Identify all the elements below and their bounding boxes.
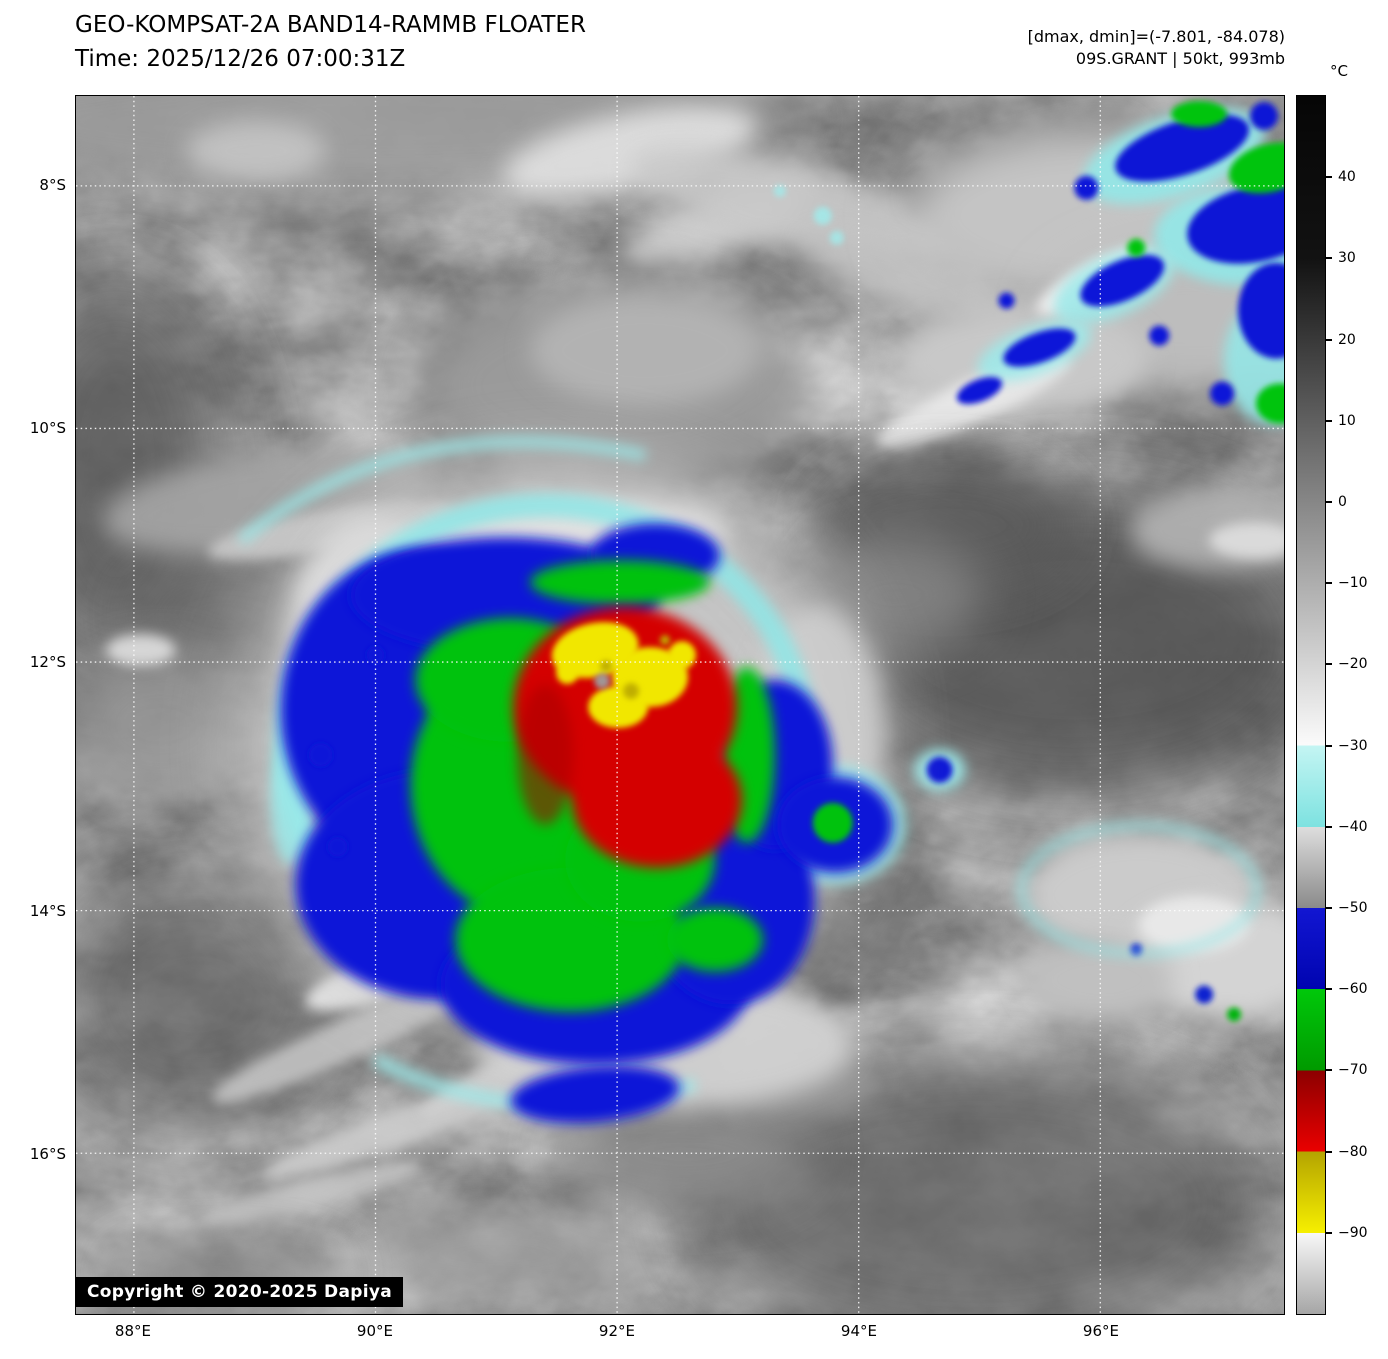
colorbar-tick-mark	[1325, 744, 1332, 747]
colorbar-tick-label: −50	[1338, 900, 1368, 916]
colorbar-tick-mark	[1325, 257, 1332, 260]
gridlines	[76, 96, 1284, 1314]
lat-tick-label: 12°S	[29, 653, 66, 672]
colorbar-tick-label: −10	[1338, 575, 1368, 592]
colorbar-tick-mark	[1325, 419, 1332, 422]
colorbar-tick-label: 20	[1338, 331, 1356, 348]
colorbar-tick-mark	[1325, 663, 1332, 666]
storm-info-readout: 09S.GRANT | 50kt, 993mb	[1075, 49, 1285, 68]
colorbar-tick-label: 0	[1338, 494, 1347, 510]
colorbar: 40 30 20 10 0 −10 −20 −30 −40 −50 −60 −70 −80 −90	[1296, 95, 1368, 1315]
colorbar-tick-label: −30	[1338, 737, 1368, 754]
lat-tick-label: 16°S	[29, 1144, 66, 1163]
colorbar-tick-label: −70	[1338, 1062, 1368, 1079]
colorbar-tick-mark	[1325, 501, 1332, 503]
lon-tick-label: 92°E	[598, 1322, 635, 1340]
colorbar-tick-mark	[1325, 176, 1332, 179]
colorbar-tick-label: 40	[1338, 169, 1356, 186]
lat-tick-label: 14°S	[29, 902, 66, 921]
upper-right-cold-cloud-complex	[773, 100, 1284, 426]
colorbar-tick-mark	[1325, 988, 1332, 991]
product-timestamp: Time: 2025/12/26 07:00:31Z	[75, 46, 406, 72]
colorbar-gradient	[1297, 96, 1325, 1314]
colorbar-ticks: 40 30 20 10 0 −10 −20 −30 −40 −50 −60 −70 −80 −90	[1297, 96, 1368, 1314]
lon-tick-label: 90°E	[356, 1322, 393, 1340]
lon-tick-label: 94°E	[840, 1322, 877, 1340]
colorbar-tick-mark	[1325, 1231, 1332, 1234]
colorbar-tick-mark	[1325, 582, 1332, 585]
colorbar-tick-label: 30	[1338, 250, 1356, 267]
colorbar-tick-label: −90	[1338, 1224, 1368, 1241]
isolated-cold-spot	[913, 748, 1261, 1022]
colorbar-tick-label: −80	[1338, 1143, 1368, 1160]
satellite-map: Copyright © 2020-2025 Dapiya	[75, 95, 1285, 1315]
copyright-badge: Copyright © 2020-2025 Dapiya	[76, 1277, 403, 1307]
colorbar-tick-mark	[1325, 825, 1332, 828]
colorbar-tick-mark	[1325, 907, 1332, 909]
colorbar-tick-label: −60	[1338, 981, 1368, 998]
colorbar-tick-mark	[1325, 338, 1332, 341]
cyclone-eye-dot	[594, 673, 611, 690]
lat-tick-label: 8°S	[39, 176, 66, 195]
gray-cloud-field	[76, 96, 1284, 1314]
colorbar-tick-label: −40	[1338, 818, 1368, 835]
dmax-dmin-readout: [dmax, dmin]=(-7.801, -84.078)	[1027, 27, 1285, 46]
colorbar-tick-mark	[1325, 1150, 1332, 1153]
colorbar-unit-label: °C	[1330, 62, 1348, 80]
colorbar-tick-label: 10	[1338, 412, 1356, 429]
lat-tick-label: 10°S	[29, 419, 66, 438]
cyclone	[237, 436, 907, 1124]
satellite-ir-image	[76, 96, 1284, 1314]
colorbar-tick-label: −20	[1338, 656, 1368, 673]
colorbar-tick-mark	[1325, 1069, 1332, 1072]
lon-tick-label: 96°E	[1082, 1322, 1119, 1340]
product-title: GEO-KOMPSAT-2A BAND14-RAMMB FLOATER	[75, 12, 586, 38]
lon-tick-label: 88°E	[114, 1322, 151, 1340]
